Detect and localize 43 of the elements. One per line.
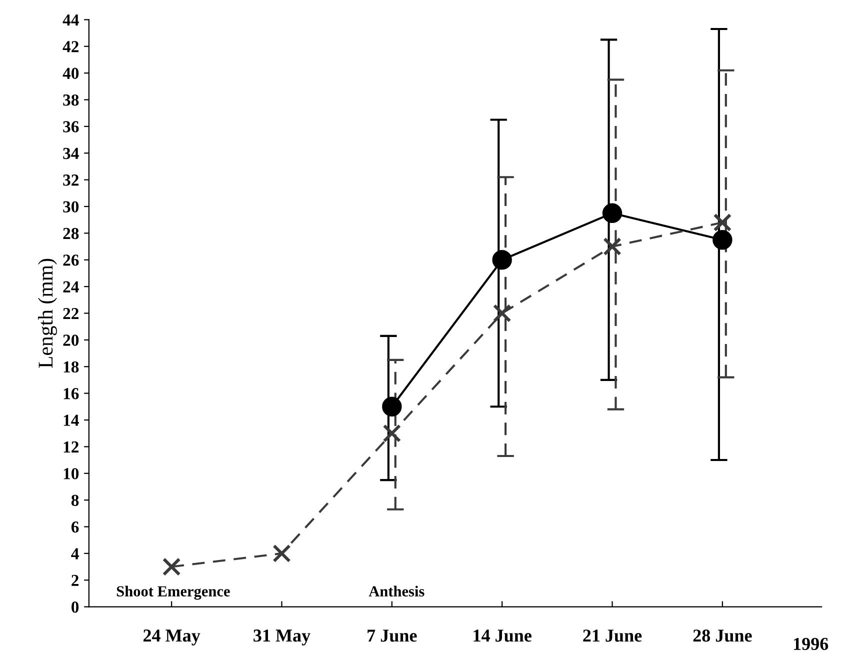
y-tick-label: 20 — [63, 334, 79, 346]
x-tick-label: 14 June — [474, 630, 532, 642]
x-tick-label: 21 June — [583, 630, 642, 642]
y-tick-label: 26 — [63, 254, 79, 266]
annotation: Shoot Emergence — [116, 586, 230, 600]
y-tick-label: 36 — [63, 121, 79, 132]
y-tick-label: 14 — [64, 414, 79, 426]
point — [272, 544, 291, 563]
point — [602, 203, 622, 224]
x-tick-label: 7 June — [368, 630, 417, 642]
y-tick-label: 34 — [63, 148, 79, 160]
y-tick-label: 8 — [71, 494, 79, 506]
y-tick-label: 4 — [71, 548, 79, 560]
x-tick-label: 31 May — [254, 630, 310, 646]
point — [492, 250, 512, 270]
x-axis-title: 1996 — [794, 638, 828, 650]
y-tick-label: 16 — [64, 388, 79, 400]
y-tick-label: 32 — [63, 174, 78, 186]
point — [603, 237, 622, 256]
x-tick-label: 24 May — [143, 630, 200, 646]
y-tick-label: 12 — [64, 441, 78, 452]
y-tick-label: 44 — [62, 14, 79, 26]
point — [492, 304, 512, 322]
point — [713, 213, 732, 232]
point — [712, 230, 732, 250]
point — [382, 424, 402, 442]
y-tick-label: 10 — [64, 468, 79, 480]
x-tick-label: 28 June — [693, 630, 752, 642]
annotation: Anthesis — [368, 586, 424, 597]
y-tick-label: 40 — [62, 68, 79, 79]
y-axis-title: Length (mm) — [38, 258, 57, 368]
point — [162, 558, 181, 576]
y-tick-label: 18 — [64, 361, 79, 373]
y-tick-label: 42 — [62, 41, 78, 52]
y-tick-label: 38 — [63, 94, 79, 106]
y-tick-label: 28 — [63, 228, 79, 240]
y-tick-label: 24 — [63, 281, 79, 292]
y-tick-label: 0 — [72, 602, 79, 613]
y-tick-label: 22 — [63, 308, 78, 320]
y-tick-label: 6 — [71, 521, 79, 533]
y-tick-label: 30 — [63, 201, 79, 212]
point — [382, 396, 402, 417]
y-tick-label: 2 — [72, 574, 78, 586]
